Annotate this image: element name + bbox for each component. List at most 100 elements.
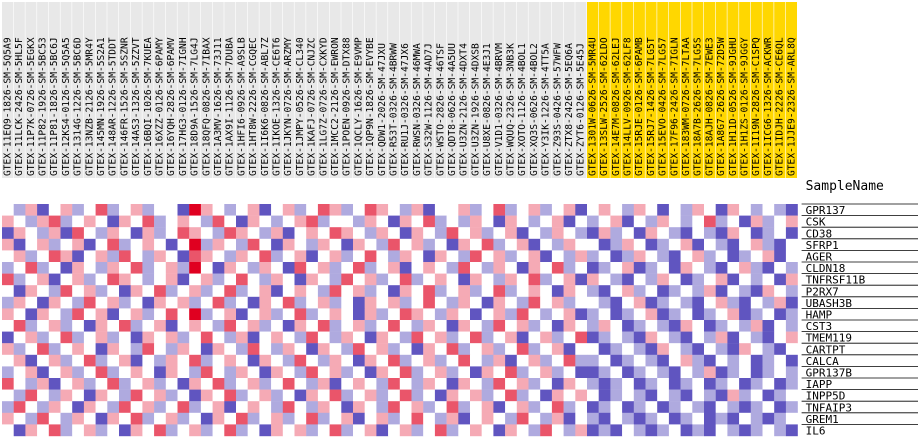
heatmap-cell — [516, 296, 529, 309]
heatmap-cell — [236, 354, 248, 367]
sample-label: GTEX-R53T-0326-SM-4BRWW — [389, 43, 400, 176]
heatmap-cell — [470, 262, 482, 274]
heatmap-cell — [540, 366, 553, 379]
sample-label-bg — [224, 2, 236, 178]
heatmap-cell — [72, 343, 85, 355]
heatmap-cell — [645, 401, 658, 413]
heatmap-cell — [236, 343, 248, 355]
heatmap-cell — [493, 238, 506, 251]
heatmap-cell — [727, 285, 740, 297]
heatmap-cell — [399, 238, 412, 251]
heatmap-cell — [657, 412, 670, 425]
heatmap-cell — [563, 424, 576, 437]
heatmap-cell — [785, 227, 798, 239]
heatmap-cell — [750, 320, 763, 332]
heatmap-cell — [727, 238, 740, 251]
heatmap-cell — [294, 204, 307, 216]
heatmap-cell — [785, 215, 798, 228]
sample-label: GTEX-13NZB-2126-SM-5MR4Y — [84, 37, 95, 176]
heatmap-cell — [551, 401, 564, 413]
heatmap-cell — [83, 273, 96, 286]
heatmap-cell — [610, 320, 623, 332]
heatmap-cell — [727, 308, 740, 321]
heatmap-cell — [587, 320, 599, 332]
heatmap-cell — [37, 320, 49, 332]
heatmap-cell — [224, 389, 237, 402]
heatmap-cell — [739, 250, 751, 263]
heatmap-cell — [446, 331, 459, 344]
heatmap-cell — [154, 343, 166, 355]
sample-label: GTEX-1JJE9-2326-SM-ARL8Q — [786, 37, 797, 176]
heatmap-cell — [610, 354, 623, 367]
heatmap-cell — [317, 215, 330, 228]
heatmap-cell — [212, 343, 225, 355]
heatmap-cell — [236, 389, 248, 402]
heatmap-cell — [376, 262, 389, 274]
heatmap-cell — [177, 215, 190, 228]
heatmap-cell — [493, 204, 506, 216]
heatmap-cell — [715, 285, 728, 297]
heatmap-cell — [154, 424, 166, 437]
heatmap-cell — [353, 227, 365, 239]
heatmap-cell — [505, 401, 517, 413]
heatmap-cell — [154, 378, 166, 390]
heatmap-cell — [37, 331, 49, 344]
heatmap-cell — [388, 320, 400, 332]
heatmap-cell — [505, 354, 517, 367]
sample-label: GTEX-17F96-2426-SM-7IGLN — [669, 37, 680, 176]
heatmap-cell — [692, 320, 705, 332]
heatmap-cell — [399, 424, 412, 437]
sample-label-bg — [434, 2, 446, 178]
heatmap-cell — [388, 227, 400, 239]
heatmap-cell — [142, 308, 155, 321]
heatmap-cell — [48, 424, 61, 437]
heatmap-cell — [306, 366, 319, 379]
heatmap-cell — [528, 424, 541, 437]
heatmap-cell — [423, 424, 436, 437]
heatmap-cell — [317, 343, 330, 355]
heatmap-cell — [224, 250, 237, 263]
heatmap-cell — [575, 354, 588, 367]
heatmap-cell — [317, 389, 330, 402]
heatmap-cell — [376, 215, 389, 228]
heatmap-cell — [446, 296, 459, 309]
sample-label: GTEX-18A7B-2626-SM-7LG5S — [693, 37, 704, 176]
sample-label-bg — [189, 2, 201, 178]
heatmap-cell — [341, 343, 354, 355]
heatmap-cell — [598, 308, 611, 321]
heatmap-cell — [470, 296, 482, 309]
heatmap-cell — [130, 296, 143, 309]
heatmap-cell — [259, 389, 272, 402]
heatmap-cell — [119, 273, 131, 286]
heatmap-cell — [657, 238, 670, 251]
heatmap-cell — [692, 331, 705, 344]
heatmap-cell — [329, 262, 342, 274]
sample-label-bg — [341, 2, 353, 178]
heatmap-cell — [645, 238, 658, 251]
heatmap-cell — [411, 296, 424, 309]
heatmap-cell — [119, 320, 131, 332]
heatmap-cell — [2, 389, 14, 402]
heatmap-cell — [622, 412, 634, 425]
heatmap-cell — [481, 424, 494, 437]
sample-label: GTEX-14E7M-0826-SM-62LEJ — [611, 37, 622, 176]
gene-label: IAPP — [806, 378, 833, 391]
heatmap-cell — [715, 331, 728, 344]
heatmap-cell — [540, 343, 553, 355]
heatmap-cell — [25, 320, 38, 332]
heatmap-cell — [329, 354, 342, 367]
heatmap-cell — [317, 412, 330, 425]
heatmap-cell — [388, 424, 400, 437]
heatmap-cell — [329, 227, 342, 239]
heatmap-cell — [341, 308, 354, 321]
heatmap-cell — [247, 331, 260, 344]
heatmap-cell — [727, 204, 740, 216]
heatmap-cell — [212, 285, 225, 297]
heatmap-cell — [458, 331, 471, 344]
heatmap-cell — [750, 331, 763, 344]
heatmap-cell — [259, 412, 272, 425]
heatmap-cell — [516, 343, 529, 355]
heatmap-cell — [551, 262, 564, 274]
heatmap-cell — [376, 250, 389, 263]
heatmap-cell — [750, 343, 763, 355]
